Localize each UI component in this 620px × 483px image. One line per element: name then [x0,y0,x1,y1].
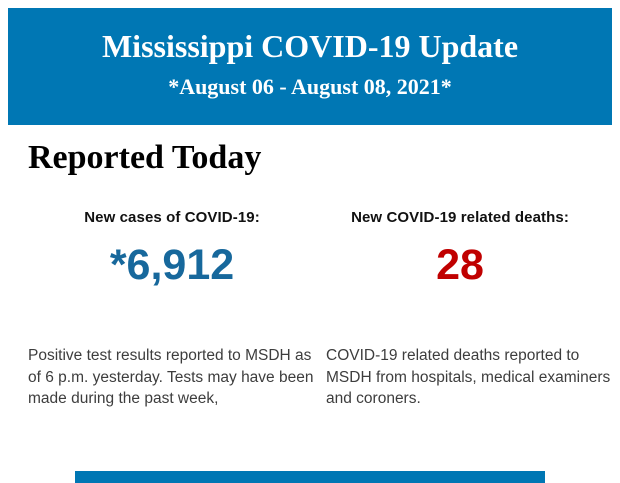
cases-value: *6,912 [109,241,235,289]
descriptions-row: Positive test results reported to MSDH a… [28,345,610,410]
deaths-column: New COVID-19 related deaths: 28 [316,209,604,287]
section-heading: Reported Today [28,139,262,176]
cases-column: New cases of COVID-19: *6,912 [28,209,316,287]
deaths-label: New COVID-19 related deaths: [351,209,569,226]
cases-description: Positive test results reported to MSDH a… [28,347,314,407]
stats-row: New cases of COVID-19: *6,912 New COVID-… [28,209,605,287]
cases-label: New cases of COVID-19: [84,209,260,226]
deaths-value: 28 [436,241,484,289]
next-section-banner-sliver [75,471,545,483]
deaths-description: COVID-19 related deaths reported to MSDH… [326,347,611,407]
page-title: Mississippi COVID-19 Update [101,28,519,64]
header-banner: Mississippi COVID-19 Update *August 06 -… [8,8,612,125]
cases-description-column: Positive test results reported to MSDH a… [28,345,316,410]
date-range: *August 06 - August 08, 2021* [168,74,452,99]
deaths-description-column: COVID-19 related deaths reported to MSDH… [316,345,615,410]
